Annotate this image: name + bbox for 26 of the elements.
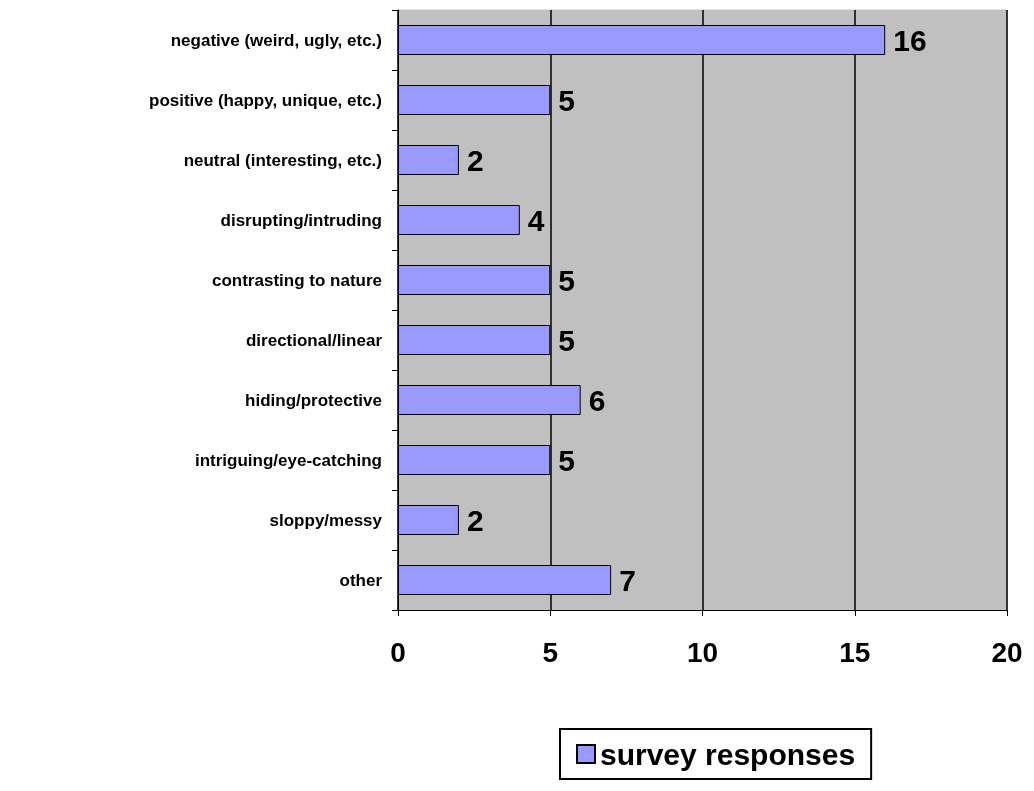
y-tick-label: contrasting to nature bbox=[211, 270, 382, 290]
y-tick-label: positive (happy, unique, etc.) bbox=[149, 90, 382, 110]
y-tick-label: other bbox=[339, 570, 383, 590]
legend-label: survey responses bbox=[600, 737, 856, 771]
y-tick-label: neutral (interesting, etc.) bbox=[183, 150, 382, 170]
y-tick-label: directional/linear bbox=[245, 330, 383, 350]
y-tick-label: disrupting/intruding bbox=[220, 210, 382, 230]
data-label: 5 bbox=[558, 83, 575, 117]
data-label: 5 bbox=[558, 323, 575, 357]
x-tick-label: 10 bbox=[686, 636, 719, 668]
data-label: 5 bbox=[558, 263, 575, 297]
data-label: 6 bbox=[588, 383, 606, 417]
data-label: 5 bbox=[558, 443, 575, 477]
x-tick-label: 15 bbox=[839, 636, 871, 668]
y-tick-label: negative (weird, ugly, etc.) bbox=[170, 30, 382, 50]
x-tick-label: 20 bbox=[991, 636, 1023, 668]
data-label: 16 bbox=[893, 23, 927, 57]
data-label: 2 bbox=[466, 503, 484, 537]
data-label: 4 bbox=[527, 203, 545, 237]
y-tick-label: hiding/protective bbox=[245, 390, 382, 410]
x-tick-label: 0 bbox=[390, 636, 406, 668]
x-tick-label: 5 bbox=[542, 636, 559, 668]
data-label: 2 bbox=[466, 143, 484, 177]
y-tick-label: sloppy/messy bbox=[269, 510, 383, 530]
y-tick-label: intriguing/eye-catching bbox=[194, 450, 382, 470]
data-label: 7 bbox=[619, 563, 636, 597]
